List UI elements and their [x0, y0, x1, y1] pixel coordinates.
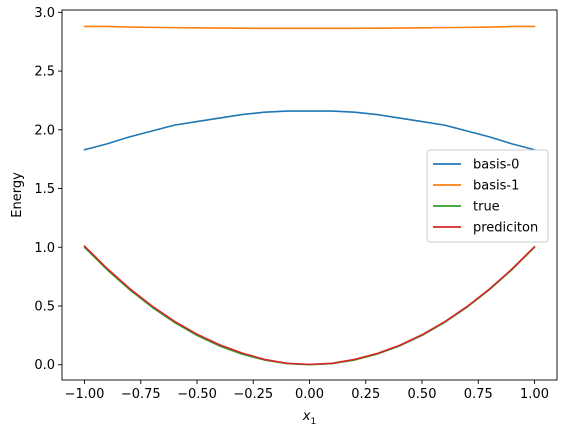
- legend: basis-0 basis-1 true prediciton: [426, 149, 549, 243]
- y-tick-label: 2.5: [34, 65, 55, 80]
- x-axis-title: x1: [302, 409, 316, 427]
- y-axis-title: Energy: [10, 172, 25, 218]
- x-tick-label: 0.25: [351, 387, 380, 402]
- x-tick-label: −0.50: [177, 387, 217, 402]
- x-tick-label: 1.00: [520, 387, 549, 402]
- series-layer: [83, 25, 536, 366]
- y-tick-label: 1.0: [34, 241, 55, 256]
- series-line-basis-0: [83, 110, 536, 151]
- x-tick-label: −1.00: [65, 387, 105, 402]
- y-tick-label: 2.0: [34, 123, 55, 138]
- y-tick-label: 0.5: [34, 300, 55, 315]
- y-tick-label: 1.5: [34, 182, 55, 197]
- legend-label: prediciton: [473, 221, 538, 236]
- x-axis-title-subscript: 1: [310, 417, 316, 427]
- series-line-basis-1: [83, 25, 536, 30]
- legend-box: [426, 149, 549, 243]
- x-tick-label: −0.25: [233, 387, 273, 402]
- legend-label: basis-1: [473, 179, 519, 194]
- legend-label: basis-0: [473, 158, 519, 173]
- x-tick-label: −0.75: [121, 387, 161, 402]
- legend-label: true: [473, 200, 500, 215]
- x-tick-label: 0.75: [464, 387, 493, 402]
- axes-layer: −1.00 −0.75 −0.50 −0.25 0.00 0.25 0.50 0.75 1.00…: [10, 6, 558, 427]
- series-line-prediciton: [83, 245, 536, 366]
- y-tick-label: 3.0: [34, 6, 55, 21]
- x-tick-label: 0.00: [295, 387, 324, 402]
- x-tick-label: 0.50: [408, 387, 437, 402]
- y-tick-label: 0.0: [34, 358, 55, 373]
- x-axis-title-main: x: [302, 409, 311, 424]
